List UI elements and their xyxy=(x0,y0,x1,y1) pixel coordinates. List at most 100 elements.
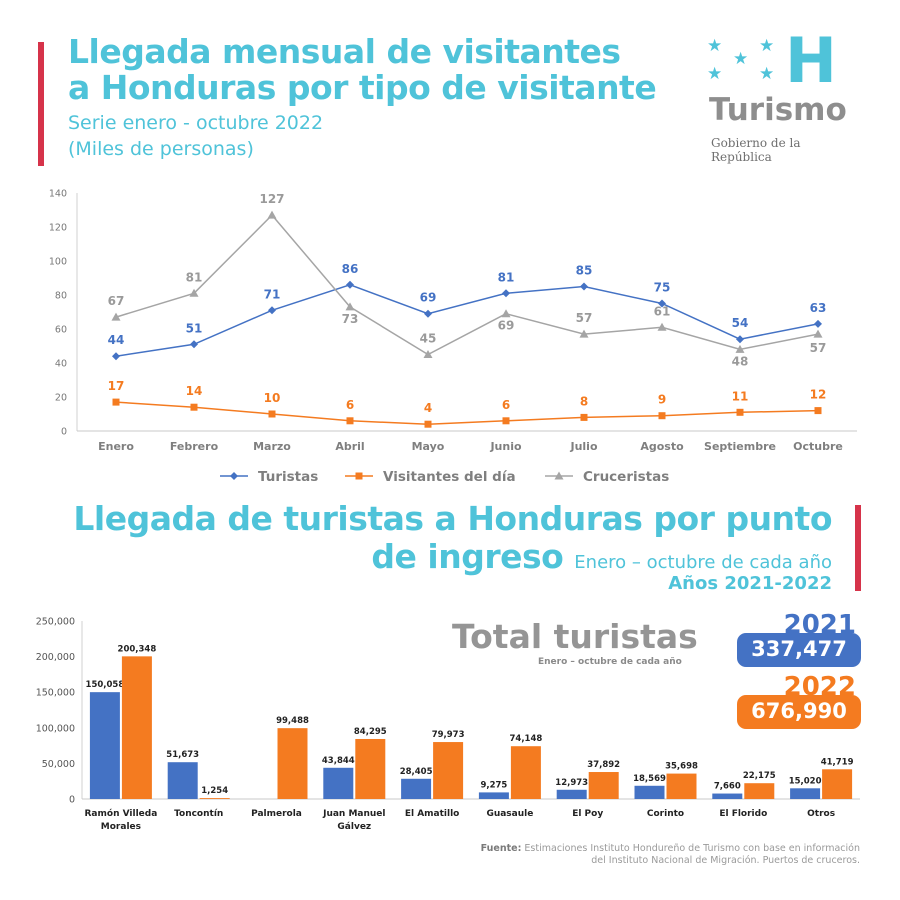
bar xyxy=(355,738,386,799)
bar xyxy=(822,769,853,799)
data-label: 79,973 xyxy=(432,730,465,740)
legend-marker xyxy=(554,471,564,480)
x-tick-label: Otros xyxy=(807,809,835,819)
series-line xyxy=(115,213,819,356)
totals-title: Total turistas xyxy=(452,617,698,656)
y-tick-label: 100,000 xyxy=(36,723,75,734)
star-icon: ★ xyxy=(733,49,749,69)
title-line-2: a Honduras por tipo de visitante xyxy=(68,68,657,107)
logo-letter: H xyxy=(785,24,837,97)
bar xyxy=(401,778,432,799)
star-icon: ★ xyxy=(707,36,723,56)
data-label: 61 xyxy=(654,304,671,318)
bar xyxy=(744,783,775,799)
bar xyxy=(556,789,587,799)
data-point xyxy=(736,408,744,416)
data-label: 48 xyxy=(732,354,749,368)
bar xyxy=(323,767,354,799)
y-tick-label: 0 xyxy=(61,427,67,438)
data-point xyxy=(112,352,120,361)
x-tick-label: Septiembre xyxy=(704,440,776,453)
data-label: 6 xyxy=(346,398,354,412)
star-icon: ★ xyxy=(707,64,723,84)
x-tick-label: Marzo xyxy=(253,440,291,453)
data-label: 71 xyxy=(264,287,281,301)
data-label: 15,020 xyxy=(789,776,822,786)
logo-wordmark: Turismo xyxy=(709,92,847,128)
star-icon: ★ xyxy=(759,64,775,84)
y-tick-label: 50,000 xyxy=(42,759,75,770)
totals-subtitle: Enero – octubre de cada año xyxy=(538,657,682,667)
data-label: 74,148 xyxy=(509,734,542,744)
x-tick-label: Octubre xyxy=(793,440,843,453)
x-tick-label: Guasaule xyxy=(486,809,533,819)
title-accent-bar xyxy=(38,42,44,166)
section-years-label: Años 2021-2022 xyxy=(668,573,832,594)
legend-marker xyxy=(230,472,238,480)
x-tick-label: Abril xyxy=(335,440,364,453)
data-label: 9,275 xyxy=(480,780,507,790)
data-label: 7,660 xyxy=(714,782,741,792)
data-point xyxy=(423,350,433,358)
x-tick-label: El Amatillo xyxy=(405,809,460,819)
data-label: 9 xyxy=(658,393,666,407)
y-tick-label: 80 xyxy=(55,291,67,302)
legend-label: Turistas xyxy=(258,469,318,485)
bar xyxy=(167,762,198,799)
data-point xyxy=(658,412,666,420)
x-tick-label: Julio xyxy=(569,440,597,453)
data-label: 200,348 xyxy=(118,644,157,654)
y-tick-label: 150,000 xyxy=(36,688,75,699)
data-label: 44 xyxy=(108,333,125,347)
section-title-line-2: de ingreso xyxy=(371,537,564,576)
data-label: 57 xyxy=(576,311,593,325)
subtitle-line-2: (Miles de personas) xyxy=(68,138,254,160)
section-subtitle: Enero – octubre de cada año xyxy=(574,552,832,573)
source-note: Fuente: Estimaciones Instituto Hondureño… xyxy=(481,843,860,867)
section-title-line-1: Llegada de turistas a Honduras por punto xyxy=(73,499,832,538)
data-point xyxy=(502,417,510,425)
legend-label: Visitantes del día xyxy=(383,469,516,485)
subtitle-line-1: Serie enero - octubre 2022 xyxy=(68,112,324,134)
page-subtitle: Serie enero - octubre 2022 (Miles de per… xyxy=(68,110,323,162)
data-label: 22,175 xyxy=(743,771,776,781)
y-tick-label: 0 xyxy=(69,795,75,806)
data-label: 45 xyxy=(420,332,437,346)
y-tick-label: 100 xyxy=(49,257,67,268)
data-point xyxy=(345,302,355,311)
section-accent-bar xyxy=(855,505,861,591)
data-point xyxy=(657,322,667,331)
data-point xyxy=(346,280,354,289)
data-label: 84,295 xyxy=(354,727,387,737)
line-chart: 0 20 40 60 80 100 120 140 Enero Febrero Marzo Abril… xyxy=(49,189,857,485)
x-tick-label: Palmerola xyxy=(251,809,302,819)
y-tick-label: 40 xyxy=(55,359,67,370)
data-label: 6 xyxy=(502,398,510,412)
five-stars-icon: ★ ★ ★ ★ ★ xyxy=(705,38,777,84)
x-tick-label: Junio xyxy=(489,440,522,453)
legend-label: Cruceristas xyxy=(583,469,669,485)
data-point xyxy=(735,344,745,353)
bar xyxy=(199,798,230,799)
source-line-2: del Instituto Nacional de Migración. Pue… xyxy=(591,855,860,866)
data-point xyxy=(190,340,198,349)
data-label: 51,673 xyxy=(166,750,199,760)
data-point xyxy=(268,410,276,418)
data-point xyxy=(814,407,822,415)
bar xyxy=(588,772,619,799)
data-label: 150,058 xyxy=(86,680,125,690)
data-label: 14 xyxy=(186,384,203,398)
data-label: 86 xyxy=(342,262,359,276)
data-point xyxy=(268,306,276,315)
x-tick-label: Corinto xyxy=(647,809,684,819)
data-point xyxy=(190,403,198,411)
total-value-2022: 676,990 xyxy=(737,695,861,729)
x-tick-label: Febrero xyxy=(170,440,219,453)
source-label: Fuente: xyxy=(480,843,522,854)
x-tick-label: Gálvez xyxy=(337,822,371,832)
data-point xyxy=(580,413,588,421)
data-point xyxy=(814,319,822,328)
series-line xyxy=(115,401,819,425)
data-label: 35,698 xyxy=(665,762,698,772)
data-point xyxy=(424,420,432,428)
